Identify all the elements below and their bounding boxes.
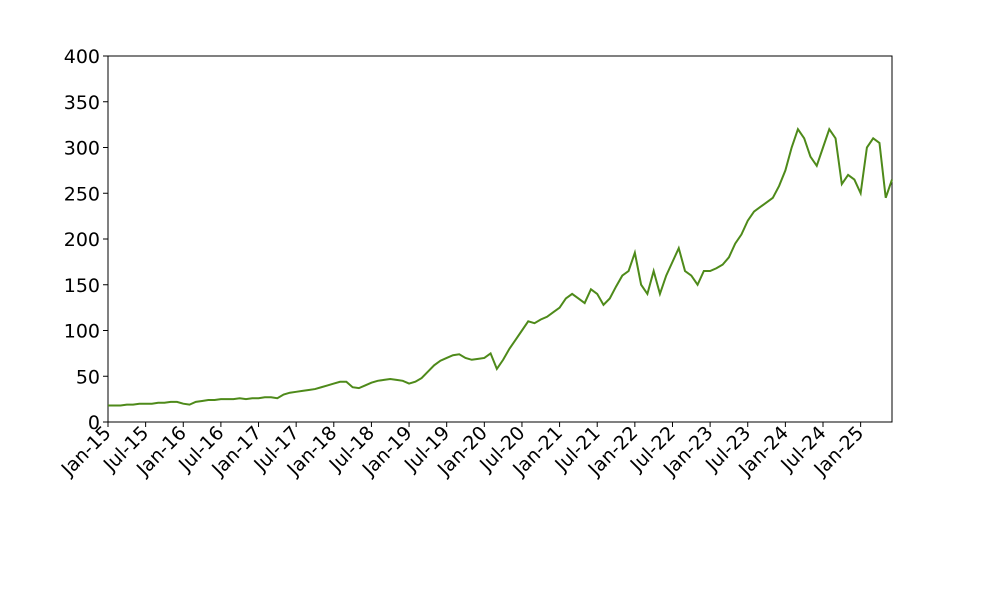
y-tick-label: 0 bbox=[88, 412, 100, 434]
y-tick-label: 150 bbox=[64, 275, 100, 297]
plot-frame bbox=[107, 55, 893, 423]
y-tick-label: 350 bbox=[64, 92, 100, 114]
y-tick-label: 250 bbox=[64, 183, 100, 205]
y-tick-label: 200 bbox=[64, 229, 100, 251]
y-tick-label: 400 bbox=[64, 46, 100, 68]
y-tick-label: 300 bbox=[64, 138, 100, 160]
x-tick-label: Jan-15 bbox=[57, 422, 116, 481]
y-tick-label: 100 bbox=[64, 321, 100, 343]
y-tick-label: 50 bbox=[76, 366, 100, 388]
price-line bbox=[108, 126, 893, 407]
